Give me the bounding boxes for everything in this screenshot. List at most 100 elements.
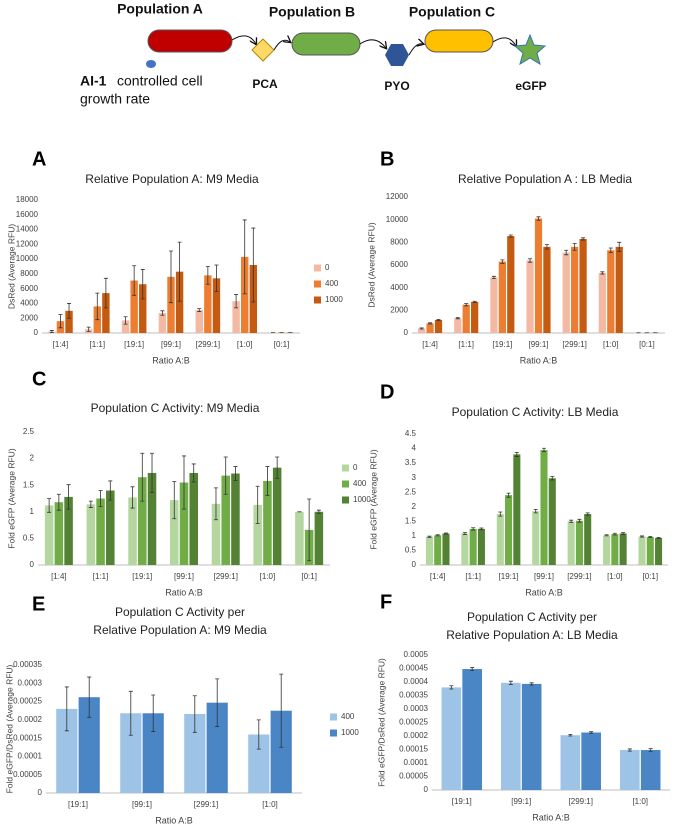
bar	[106, 490, 115, 565]
bar	[426, 323, 434, 333]
y-tick-label: 8000	[390, 237, 408, 246]
legend-label: 0	[325, 263, 330, 272]
x-tick-label: [19:1]	[492, 340, 512, 349]
bar	[461, 533, 469, 565]
bar	[295, 511, 304, 565]
error-bar	[443, 532, 448, 535]
error-bar	[528, 258, 533, 263]
x-tick-label: [299:1]	[562, 340, 586, 349]
error-bar	[160, 310, 165, 316]
x-tick-label: [0:1]	[642, 572, 658, 581]
x-tick-label: [1:4]	[422, 340, 438, 349]
x-tick-label: [1:4]	[53, 340, 69, 349]
bar	[505, 495, 513, 565]
y-tick-label: 3	[412, 473, 417, 482]
error-bar	[130, 486, 135, 509]
y-tick-label: 6000	[20, 284, 38, 293]
error-bar	[508, 680, 513, 685]
bar	[441, 687, 462, 790]
x-tick-label: [1:1]	[93, 572, 109, 581]
error-bar	[140, 269, 145, 300]
y-tick-label: 0.00005	[13, 770, 42, 779]
bar	[571, 246, 579, 333]
legend-swatch	[314, 280, 321, 288]
bar	[184, 714, 206, 793]
error-bar	[471, 527, 476, 531]
y-tick-label: 0.00005	[399, 772, 428, 781]
legend-swatch	[314, 296, 321, 304]
x-tick-label: [99:1]	[534, 572, 554, 581]
y-tick-label: 10000	[386, 215, 409, 224]
y-tick-label: 0.00015	[13, 733, 42, 742]
error-bar	[455, 317, 460, 320]
error-bar	[98, 490, 103, 507]
error-bar	[223, 456, 228, 495]
error-bar	[123, 316, 128, 325]
bar	[195, 310, 203, 333]
bar	[646, 537, 654, 565]
y-axis-title: Fold eGFP/DsRed (Average RFU)	[376, 658, 386, 787]
error-bar	[449, 685, 454, 690]
bar	[526, 260, 534, 333]
y-tick-label: 0	[30, 560, 35, 569]
bar	[179, 482, 189, 565]
legend-swatch	[330, 729, 337, 737]
error-bar	[128, 690, 133, 736]
arrow	[273, 40, 290, 51]
bar	[138, 477, 147, 565]
legend-swatch	[314, 264, 321, 272]
bar	[128, 497, 137, 565]
legend-label: 1000	[325, 295, 343, 304]
bar	[548, 478, 556, 565]
y-tick-label: 0.0001	[404, 758, 429, 767]
error-bar	[275, 456, 280, 479]
error-bar	[544, 244, 549, 250]
x-tick-label: [1:4]	[51, 572, 67, 581]
error-bar	[569, 519, 574, 523]
bar	[139, 284, 147, 333]
bar	[232, 301, 240, 333]
bar	[231, 473, 240, 565]
bar	[167, 276, 175, 333]
y-tick-label: 6000	[390, 260, 408, 269]
error-bar	[506, 492, 511, 498]
bar	[434, 319, 443, 333]
bar	[620, 750, 640, 790]
bar	[442, 533, 450, 565]
y-tick-label: 0.0004	[404, 677, 429, 686]
bar	[130, 280, 138, 333]
egfp-shape	[513, 33, 547, 66]
error-bar	[103, 277, 108, 309]
molecule-label: PYO	[384, 79, 409, 93]
chart-title: Population C Activity per	[467, 610, 597, 624]
y-axis-title: Fold eGFP/DsRed (Average RFU)	[4, 664, 14, 793]
bar	[56, 708, 78, 793]
error-bar	[508, 234, 513, 238]
error-bar	[256, 719, 261, 750]
error-bar	[95, 292, 100, 321]
bar	[534, 218, 543, 333]
error-bar	[67, 303, 72, 319]
y-tick-label: 14000	[16, 225, 39, 234]
y-tick-label: 0	[34, 328, 39, 337]
bar	[454, 318, 462, 333]
error-bar	[64, 686, 69, 732]
chart-title: Relative Population A: LB Media	[446, 628, 618, 642]
bar	[543, 246, 551, 333]
error-bar	[66, 484, 71, 510]
error-bar	[47, 498, 52, 513]
chart-title: Relative Population A: M9 Media	[93, 623, 267, 637]
cell-b	[291, 32, 361, 56]
bar	[96, 498, 105, 565]
y-axis-title: DsRed (Average RFU)	[6, 224, 16, 310]
arrow	[408, 44, 423, 56]
bar	[206, 702, 228, 793]
x-tick-label: [1:0]	[237, 340, 253, 349]
x-tick-label: [19:1]	[452, 797, 472, 806]
x-tick-label: [1:0]	[607, 572, 623, 581]
error-bar	[177, 241, 182, 302]
bar	[619, 533, 627, 565]
panel-label: D	[380, 381, 394, 403]
legend-swatch	[342, 496, 349, 504]
